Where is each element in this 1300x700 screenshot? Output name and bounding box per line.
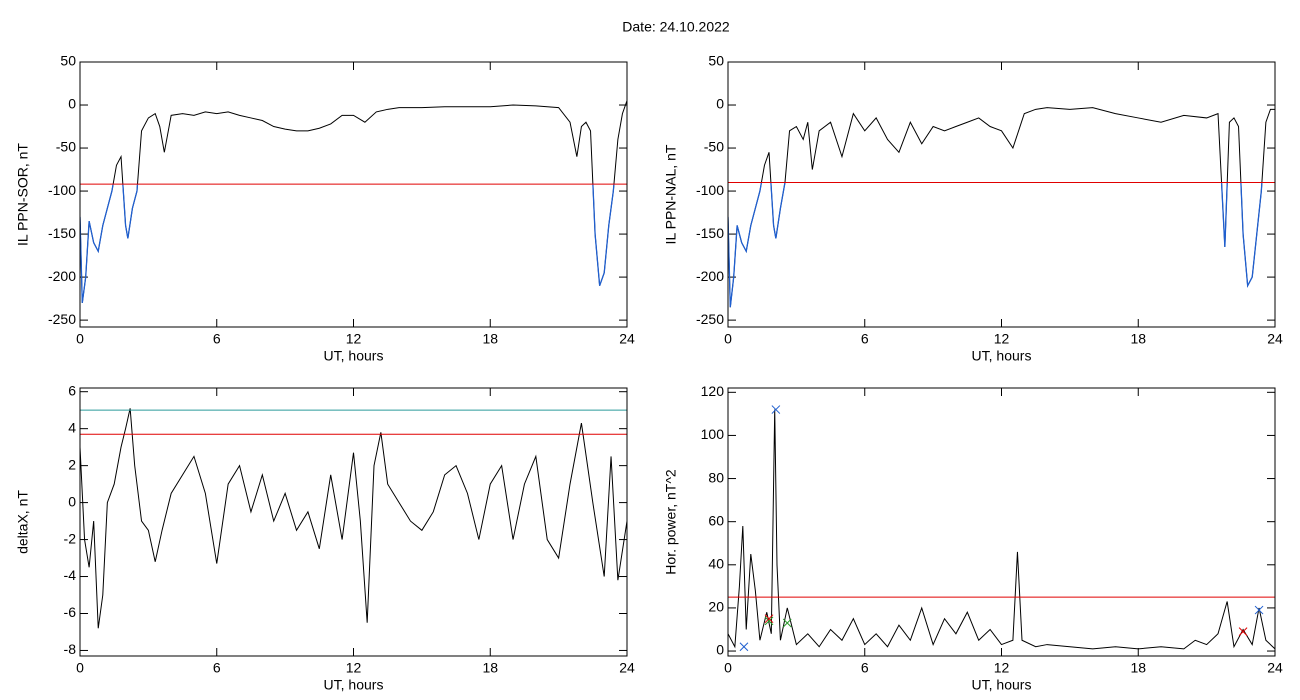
x-tick-label: 0 bbox=[724, 660, 732, 676]
y-tick-label: -4 bbox=[64, 567, 77, 583]
y-tick-label: 50 bbox=[60, 53, 76, 69]
x-tick-label: 12 bbox=[346, 660, 362, 676]
figure-title: Date: 24.10.2022 bbox=[622, 19, 730, 35]
x-tick-label: 24 bbox=[619, 660, 635, 676]
data-line bbox=[79, 100, 628, 303]
y-tick-label: -50 bbox=[56, 139, 76, 155]
x-tick-label: 6 bbox=[213, 331, 221, 347]
x-tick-label: 18 bbox=[1130, 331, 1146, 347]
marker-stroke bbox=[764, 614, 774, 624]
marker bbox=[764, 616, 774, 626]
x-tick-label: 12 bbox=[994, 660, 1010, 676]
y-tick-label: -150 bbox=[696, 225, 724, 241]
y-tick-label: 0 bbox=[716, 96, 724, 112]
marker bbox=[1238, 627, 1248, 636]
x-tick-label: 12 bbox=[994, 331, 1010, 347]
marker-stroke bbox=[782, 618, 792, 628]
x-tick-label: 0 bbox=[76, 331, 84, 347]
y-axis-label: IL PPN-SOR, nT bbox=[15, 143, 31, 246]
x-axis-label: UT, hours bbox=[324, 677, 384, 693]
y-tick-label: -100 bbox=[48, 182, 76, 198]
y-axis-label: Hor. power, nT^2 bbox=[663, 469, 679, 575]
y-tick-label: -150 bbox=[48, 225, 76, 241]
data-line bbox=[79, 408, 628, 629]
x-tick-label: 6 bbox=[861, 660, 869, 676]
marker-stroke bbox=[1238, 627, 1248, 636]
y-tick-label: -250 bbox=[48, 311, 76, 327]
marker-stroke bbox=[771, 405, 781, 414]
marker-stroke bbox=[764, 616, 774, 626]
marker bbox=[739, 642, 749, 652]
x-tick-label: 24 bbox=[1267, 660, 1283, 676]
x-tick-label: 0 bbox=[724, 331, 732, 347]
plot-frame bbox=[79, 61, 628, 328]
marker bbox=[782, 618, 792, 628]
y-tick-label: -50 bbox=[704, 139, 724, 155]
y-tick-label: 100 bbox=[701, 426, 725, 442]
plot-frame bbox=[79, 387, 628, 657]
y-axis-label: IL PPN-NAL, nT bbox=[663, 144, 679, 244]
y-axis-label: deltaX, nT bbox=[15, 490, 31, 554]
x-tick-label: 12 bbox=[346, 331, 362, 347]
y-tick-label: 4 bbox=[68, 419, 76, 435]
y-tick-label: 0 bbox=[68, 493, 76, 509]
x-tick-label: 18 bbox=[482, 331, 498, 347]
y-tick-label: 40 bbox=[708, 556, 724, 572]
data-line bbox=[727, 107, 1275, 308]
x-axis-label: UT, hours bbox=[972, 677, 1032, 693]
y-tick-label: 2 bbox=[68, 456, 76, 472]
data-line bbox=[727, 409, 1276, 650]
y-tick-label: 6 bbox=[68, 382, 76, 398]
x-axis-label: UT, hours bbox=[972, 348, 1032, 364]
y-tick-label: -200 bbox=[48, 268, 76, 284]
x-tick-label: 24 bbox=[619, 331, 635, 347]
marker bbox=[1254, 605, 1264, 615]
y-tick-label: 0 bbox=[68, 96, 76, 112]
y-tick-label: -100 bbox=[696, 182, 724, 198]
marker-stroke bbox=[1254, 605, 1264, 615]
marker-stroke bbox=[739, 642, 749, 652]
y-tick-label: 0 bbox=[716, 642, 724, 658]
x-tick-label: 6 bbox=[861, 331, 869, 347]
y-tick-label: -250 bbox=[696, 311, 724, 327]
x-axis-label: UT, hours bbox=[324, 348, 384, 364]
x-tick-label: 0 bbox=[76, 660, 84, 676]
plot-frame bbox=[727, 61, 1276, 328]
marker bbox=[771, 405, 781, 414]
y-tick-label: -6 bbox=[64, 604, 77, 620]
y-tick-label: -2 bbox=[64, 530, 77, 546]
y-tick-label: 20 bbox=[708, 599, 724, 615]
marker bbox=[764, 614, 774, 624]
y-tick-label: -8 bbox=[64, 641, 77, 657]
x-tick-label: 6 bbox=[213, 660, 221, 676]
y-tick-label: -200 bbox=[696, 268, 724, 284]
x-tick-label: 18 bbox=[482, 660, 498, 676]
y-tick-label: 120 bbox=[701, 383, 725, 399]
x-tick-label: 18 bbox=[1130, 660, 1146, 676]
x-tick-label: 24 bbox=[1267, 331, 1283, 347]
y-tick-label: 80 bbox=[708, 469, 724, 485]
y-tick-label: 50 bbox=[708, 53, 724, 69]
y-tick-label: 60 bbox=[708, 512, 724, 528]
plot-frame bbox=[727, 387, 1276, 657]
